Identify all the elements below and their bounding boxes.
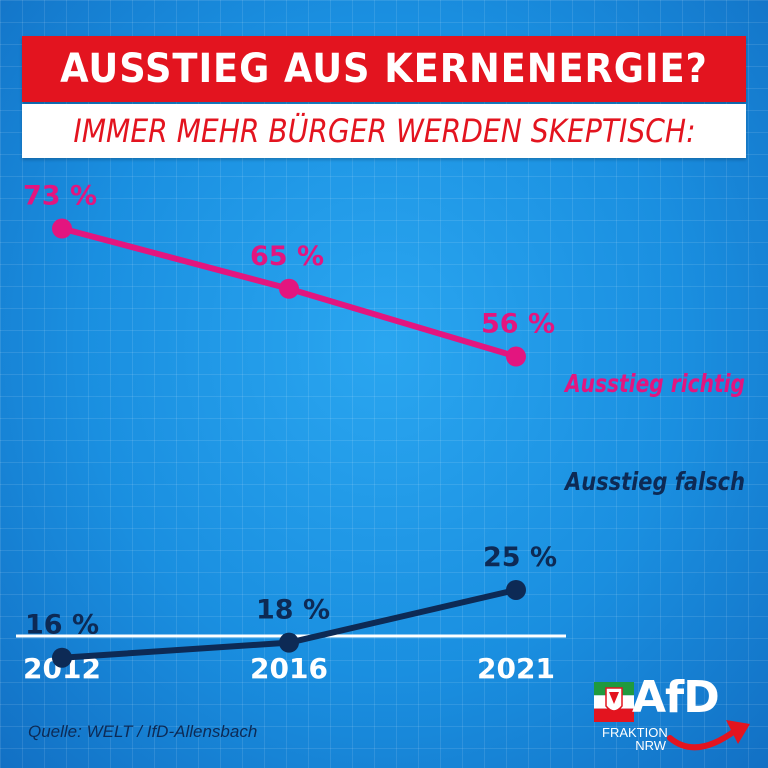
data-label: 18 % xyxy=(256,595,330,626)
data-point xyxy=(279,632,299,653)
data-point xyxy=(52,647,72,668)
data-label: 65 % xyxy=(250,241,324,272)
page-subtitle: IMMER MEHR BÜRGER WERDEN SKEPTISCH: xyxy=(72,112,696,150)
swoosh-arrow-icon xyxy=(667,720,750,751)
nrw-flag-icon xyxy=(594,682,634,722)
data-label: 73 % xyxy=(23,181,97,212)
x-tick-label: 2016 xyxy=(250,652,328,685)
title-banner: AUSSTIEG AUS KERNENERGIE? xyxy=(22,36,746,102)
afd-logo: AfD FRAKTION NRW xyxy=(594,672,758,760)
logo-wordmark: AfD xyxy=(632,672,720,723)
data-point xyxy=(506,346,526,367)
series-legend-label: Ausstieg falsch xyxy=(563,467,745,496)
data-point xyxy=(52,218,72,239)
logo-nrw: NRW xyxy=(635,738,666,753)
subtitle-banner: IMMER MEHR BÜRGER WERDEN SKEPTISCH: xyxy=(22,104,746,158)
series-legend-label: Ausstieg richtig xyxy=(563,369,745,398)
data-label: 56 % xyxy=(481,309,555,340)
data-point xyxy=(279,278,299,299)
x-tick-label: 2021 xyxy=(477,652,555,685)
logo-fraktion: FRAKTION xyxy=(602,725,668,740)
data-point xyxy=(506,579,526,600)
page-title: AUSSTIEG AUS KERNENERGIE? xyxy=(60,46,708,92)
data-label: 25 % xyxy=(483,542,557,573)
source-note: Quelle: WELT / IfD-Allensbach xyxy=(28,722,258,741)
data-label: 16 % xyxy=(25,610,99,641)
